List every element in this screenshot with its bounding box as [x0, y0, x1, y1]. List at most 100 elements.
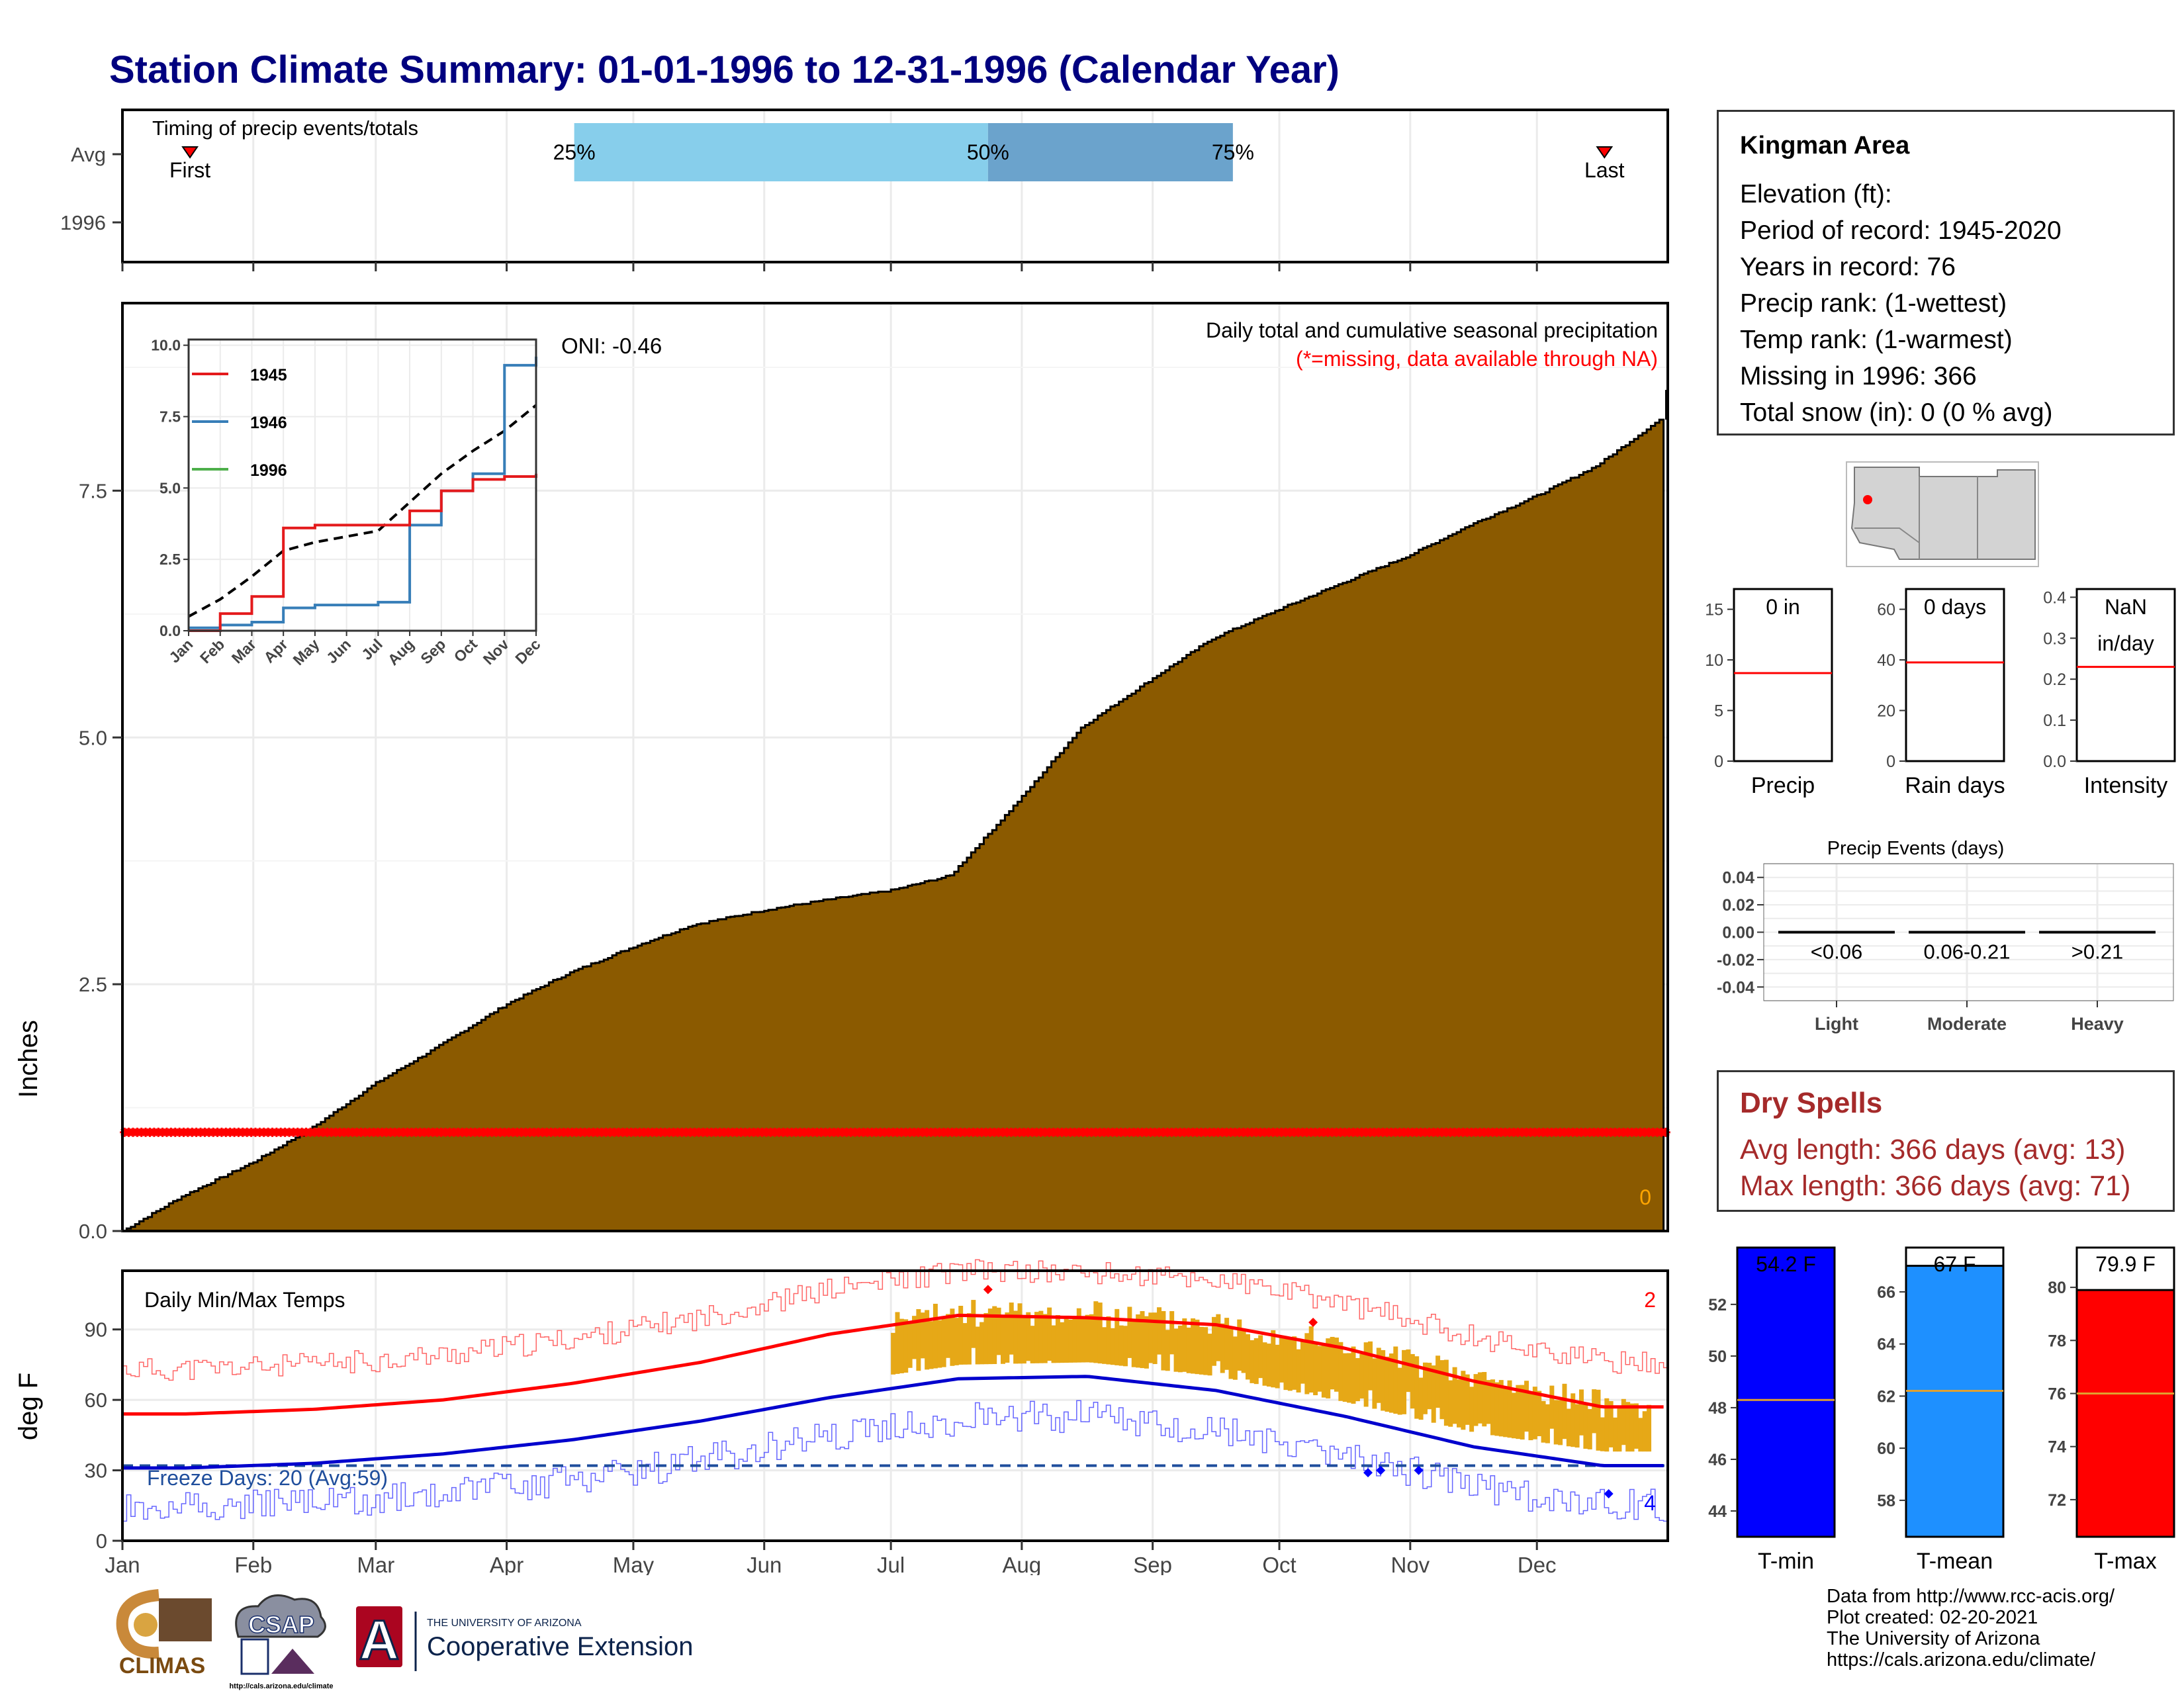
credit-data-source: Data from http://www.rcc-acis.org/ — [1827, 1586, 2115, 1607]
temp-ylabel: deg F — [14, 1373, 43, 1440]
daily-temp-bar — [1469, 1387, 1475, 1432]
daily-temp-bar — [1034, 1312, 1040, 1363]
daily-temp-bar — [1246, 1334, 1251, 1380]
summary-panel-frame — [1733, 588, 1833, 762]
daily-temp-bar — [1418, 1377, 1424, 1420]
climas-text: CLIMAS — [119, 1653, 205, 1678]
cold-count: 4 — [1644, 1491, 1656, 1515]
daily-temp-bar — [1608, 1401, 1614, 1447]
map-states — [1850, 467, 2036, 560]
daily-temp-bar — [1199, 1326, 1204, 1375]
daily-temp-bar — [996, 1307, 1001, 1355]
daily-temp-bar — [1528, 1393, 1533, 1441]
daily-temp-bar — [1393, 1346, 1398, 1414]
inset-frame — [187, 338, 537, 632]
precip-ytick-label: 0.0 — [79, 1220, 107, 1243]
record-marker — [1414, 1465, 1424, 1475]
daily-temp-bar — [1439, 1360, 1445, 1420]
temp-bar-ytick-label: 62 — [1877, 1387, 1895, 1406]
events-ytick-label: 0.00 — [1722, 924, 1754, 942]
daily-temp-bar — [1376, 1348, 1381, 1403]
daily-temp-bar — [1283, 1338, 1289, 1391]
precip-header: Daily total and cumulative seasonal prec… — [1206, 318, 1658, 342]
temp-panel-label: Daily Min/Max Temps — [144, 1288, 345, 1312]
daily-temp-bar — [1169, 1311, 1175, 1355]
quartile-band-high — [987, 123, 1233, 181]
daily-temp-bar — [1115, 1308, 1120, 1365]
events-ytick-label: 0.04 — [1722, 869, 1754, 888]
daily-temp-bar — [903, 1319, 909, 1373]
daily-temp-bar — [1351, 1346, 1356, 1404]
daily-temp-bar — [1220, 1323, 1225, 1373]
daily-temp-bar — [1541, 1400, 1546, 1443]
daily-temp-bar — [1005, 1312, 1010, 1363]
daily-temp-bar — [1507, 1380, 1512, 1438]
daily-temp-bar — [1532, 1387, 1537, 1440]
daily-temp-bar — [1452, 1367, 1457, 1424]
legend-1946: 1946 — [250, 414, 287, 432]
temp-bar-ytick-label: 44 — [1708, 1502, 1727, 1521]
first-event-marker — [181, 146, 199, 159]
quartile-50-label: 50% — [967, 140, 1009, 164]
daily-temp-bar — [946, 1314, 951, 1358]
credits: Data from http://www.rcc-acis.org/ Plot … — [1827, 1586, 2115, 1670]
last-label: Last — [1584, 158, 1625, 182]
last-event-marker — [1596, 146, 1614, 159]
daily-temp-bar — [1203, 1327, 1208, 1375]
daily-temp-bar — [1313, 1344, 1318, 1396]
temp-ytick-label: 0 — [96, 1530, 107, 1553]
missing-day-markers — [120, 1127, 1670, 1137]
daily-temp-bar — [1102, 1327, 1107, 1364]
daily-temp-bar — [1207, 1334, 1212, 1376]
daily-temp-bar — [920, 1312, 925, 1359]
daily-temp-bar — [1131, 1319, 1136, 1367]
temp-bar-value-label: 79.9 F — [2095, 1252, 2156, 1276]
summary-ytick-label: 40 — [1877, 651, 1895, 670]
daily-temp-bar — [1642, 1411, 1647, 1452]
daily-temp-bar — [1592, 1389, 1597, 1434]
events-category-label: Heavy — [2071, 1014, 2124, 1034]
dry-spells-title: Dry Spells — [1740, 1087, 1883, 1119]
month-label: Feb — [234, 1553, 272, 1575]
daily-temp-bar — [1511, 1393, 1516, 1439]
daily-temp-bar — [1359, 1353, 1365, 1399]
daily-temp-bar — [1342, 1353, 1347, 1402]
quartile-25-label: 25% — [553, 140, 596, 164]
summary-ytick-label: 10 — [1705, 651, 1723, 670]
precip-panel: 0.0 2.5 5.0 7.5 Inches ONI: -0.46 Daily tot… — [14, 302, 1670, 1243]
daily-temp-bar — [987, 1308, 993, 1365]
daily-temp-bar — [962, 1323, 968, 1365]
summary-panel-frame — [1905, 588, 2005, 762]
daily-temp-bar — [1051, 1325, 1056, 1363]
location-map — [1846, 461, 2039, 567]
inset-1945-line — [189, 473, 537, 632]
month-label: Nov — [1390, 1553, 1430, 1575]
csap-logo: CSAP http://cals.arizona.edu/climate — [229, 1594, 334, 1690]
record-high-envelope — [122, 1259, 1668, 1381]
daily-temp-bar — [1262, 1342, 1267, 1386]
temp-bar-ytick-label: 76 — [2048, 1385, 2066, 1404]
daily-temp-bar — [1516, 1385, 1521, 1440]
temp-bar-title: T-min — [1758, 1549, 1814, 1574]
summary-ytick-label: 60 — [1877, 601, 1895, 619]
page-title: Station Climate Summary: 01-01-1996 to 1… — [109, 48, 1340, 91]
quartile-band-low — [574, 123, 988, 181]
ua-big-text: Cooperative Extension — [427, 1632, 693, 1661]
summary-value-label: NaN — [2105, 595, 2147, 619]
daily-temp-bar — [975, 1326, 980, 1365]
inset-ytick-label: 7.5 — [159, 408, 181, 425]
month-label: Jul — [877, 1553, 905, 1575]
quartile-75-label: 75% — [1212, 140, 1254, 164]
daily-temp-bar — [1304, 1333, 1310, 1394]
daily-temp-bar — [1060, 1322, 1065, 1363]
daily-temp-bar — [1258, 1335, 1263, 1379]
daily-temp-bar — [1186, 1327, 1191, 1373]
daily-temp-bar — [1625, 1402, 1631, 1452]
daily-temp-bar — [1106, 1316, 1111, 1365]
daily-temp-bar — [1224, 1318, 1230, 1370]
temp-ytick-label: 60 — [85, 1389, 107, 1412]
summary-ytick-label: 15 — [1705, 601, 1723, 619]
events-category-label: Light — [1815, 1014, 1858, 1034]
events-ytick-label: -0.02 — [1717, 951, 1754, 970]
daily-temp-bar — [1152, 1312, 1158, 1365]
